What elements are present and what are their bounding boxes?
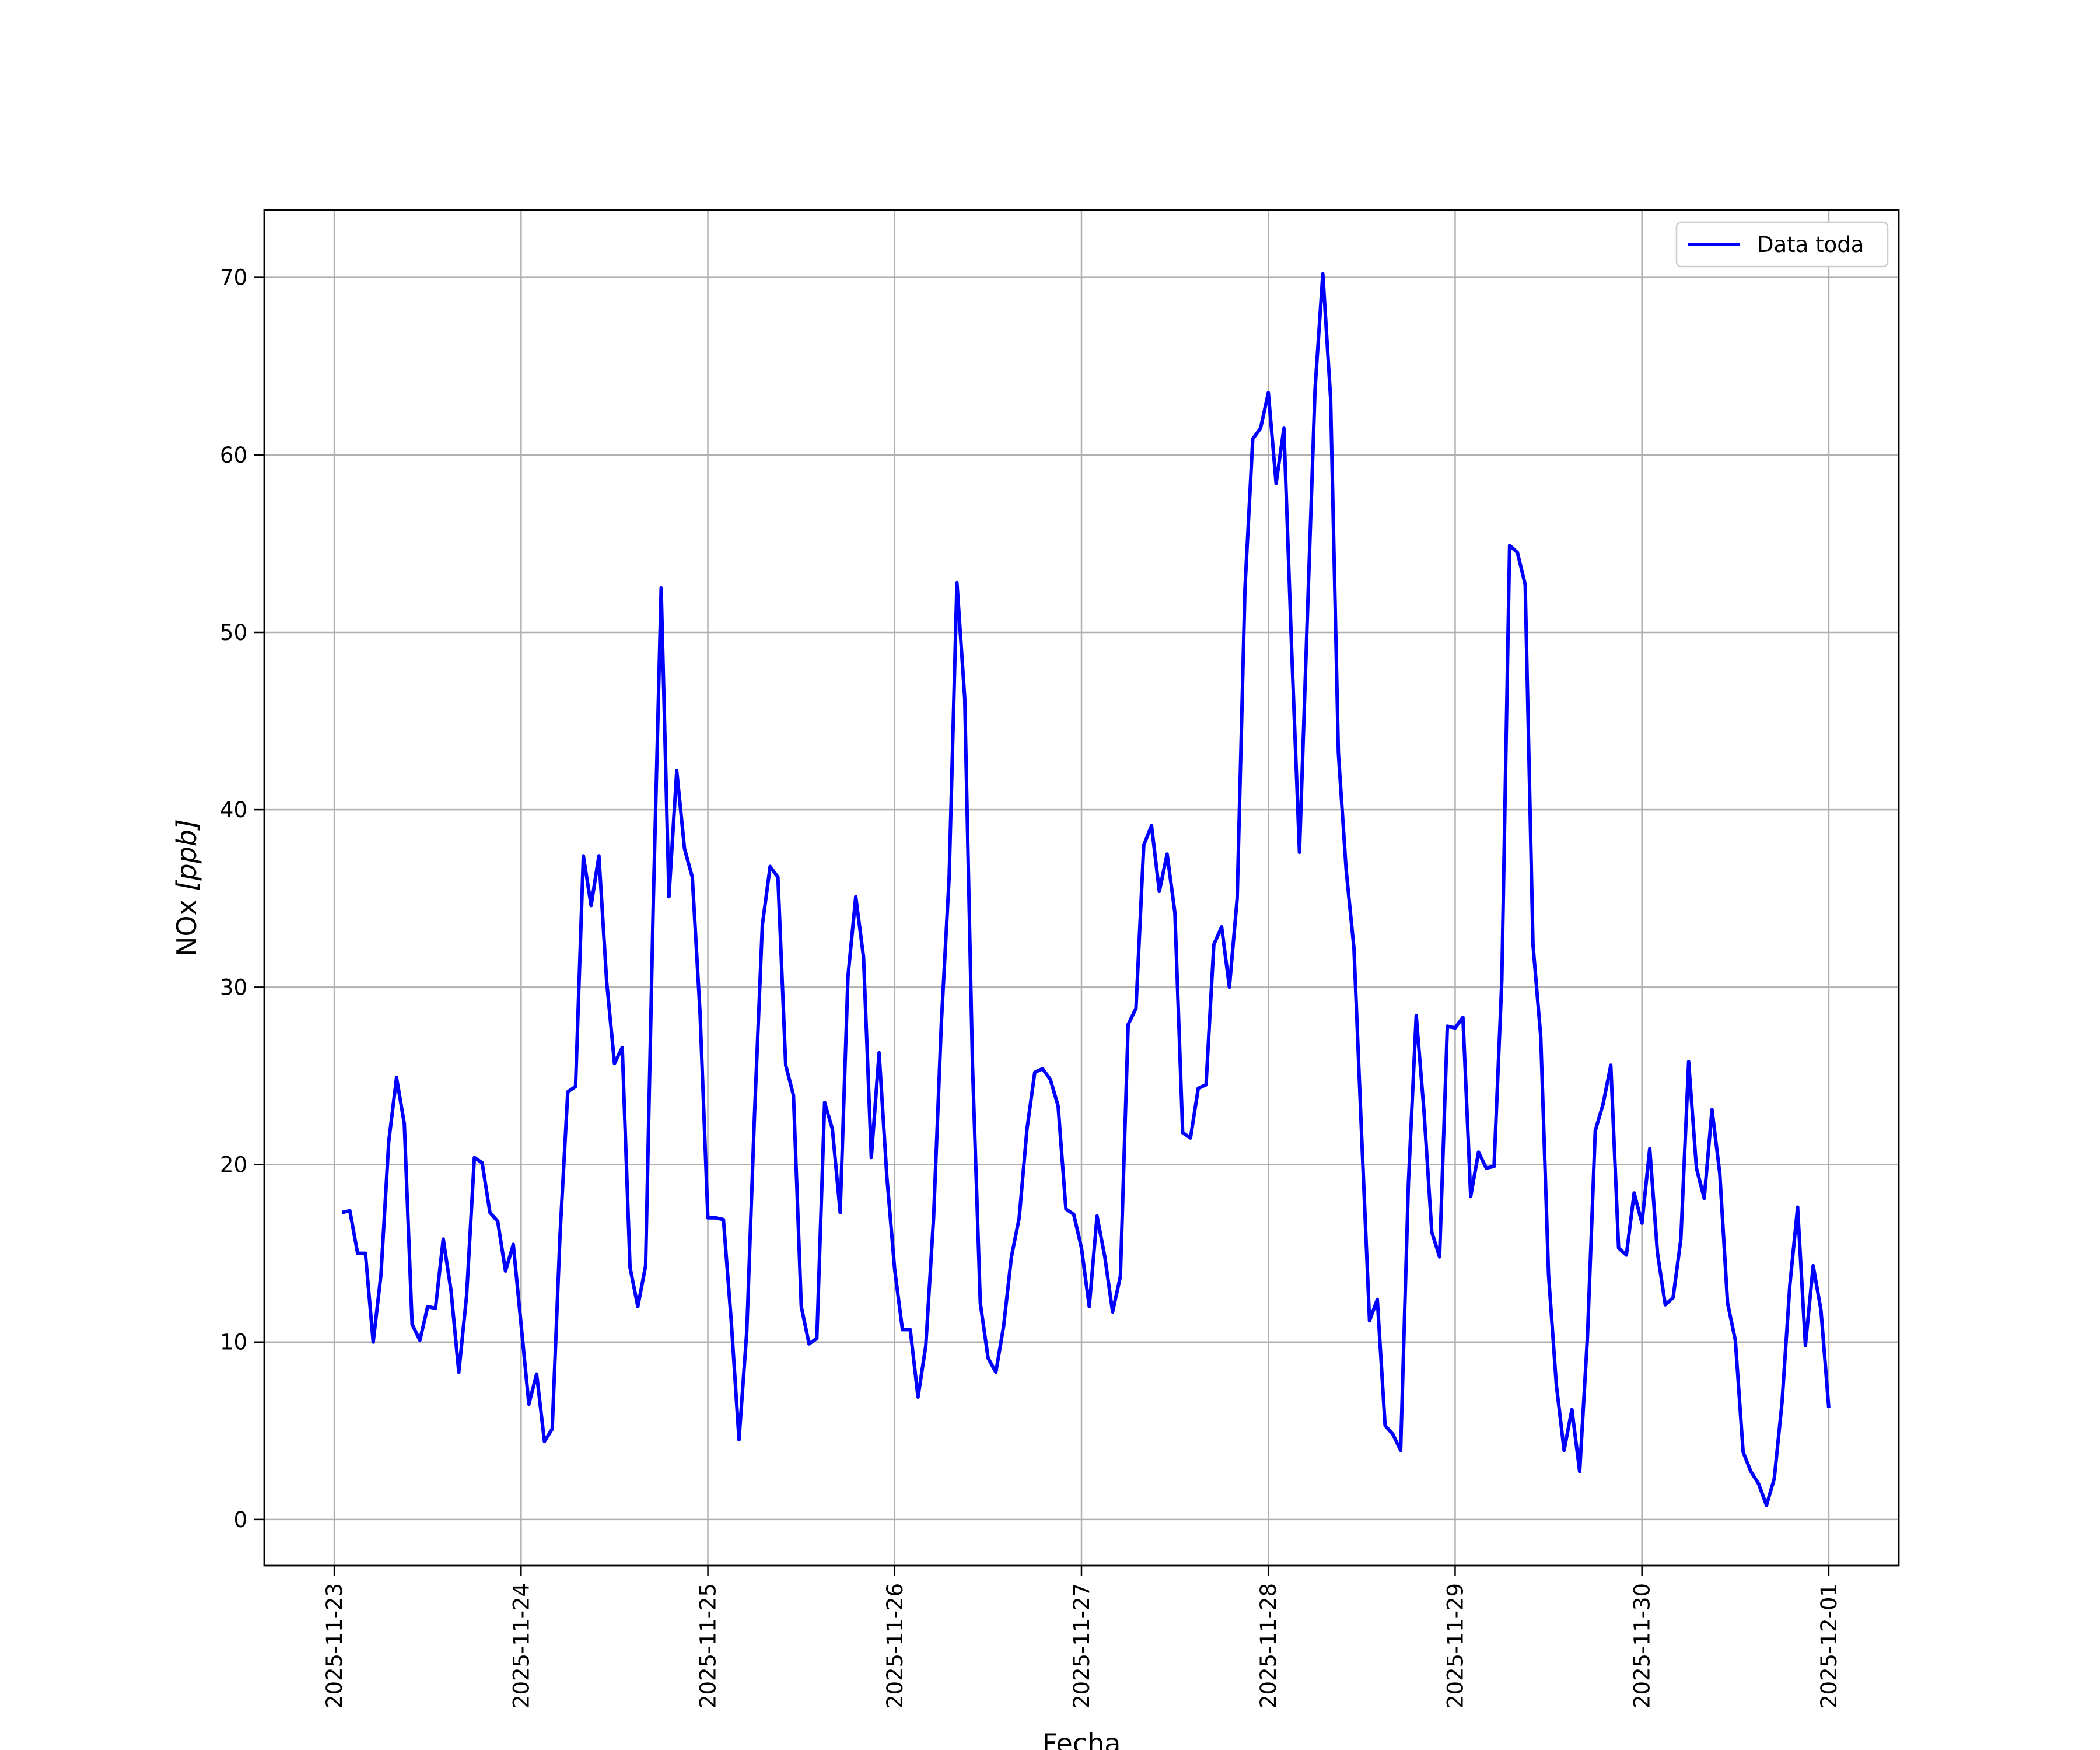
y-tick-label: 10 <box>220 1330 247 1355</box>
legend-label-data-toda: Data toda <box>1757 232 1864 257</box>
x-tick-label: 2025-11-29 <box>1443 1583 1468 1709</box>
y-axis-title-unit: [ppb] <box>171 819 202 891</box>
x-tick-label: 2025-11-26 <box>883 1583 908 1709</box>
y-tick-label: 40 <box>220 797 247 822</box>
data-layer <box>341 272 1831 1507</box>
y-axis-title: NOx [ppb] <box>171 819 202 957</box>
grid-lines <box>264 210 1899 1566</box>
x-tick-label: 2025-11-25 <box>696 1583 721 1709</box>
y-tick-label: 60 <box>220 443 247 468</box>
y-axis-title-prefix: NOx <box>171 891 202 957</box>
y-tick-label: 50 <box>220 620 247 645</box>
y-tick-label: 20 <box>220 1153 247 1178</box>
x-tick-label: 2025-11-30 <box>1630 1583 1655 1709</box>
y-tick-label: 70 <box>220 265 247 290</box>
x-tick-label: 2025-11-23 <box>322 1583 347 1709</box>
x-tick-label: 2025-11-27 <box>1069 1583 1094 1709</box>
x-axis-title: Fecha <box>1042 1728 1121 1750</box>
x-tick-label: 2025-12-01 <box>1817 1583 1842 1709</box>
axis-ticks: 2025-11-23 2025-11-24 2025-11-25 2025-11-26… <box>220 265 1842 1709</box>
x-tick-label: 2025-11-24 <box>509 1583 534 1709</box>
y-tick-label: 30 <box>220 975 247 1000</box>
x-tick-label: 2025-11-28 <box>1256 1583 1281 1709</box>
y-tick-label: 0 <box>233 1507 247 1532</box>
series-line-0 <box>341 272 1831 1507</box>
legend: Data toda <box>1675 221 1889 268</box>
legend-frame <box>1675 221 1889 268</box>
